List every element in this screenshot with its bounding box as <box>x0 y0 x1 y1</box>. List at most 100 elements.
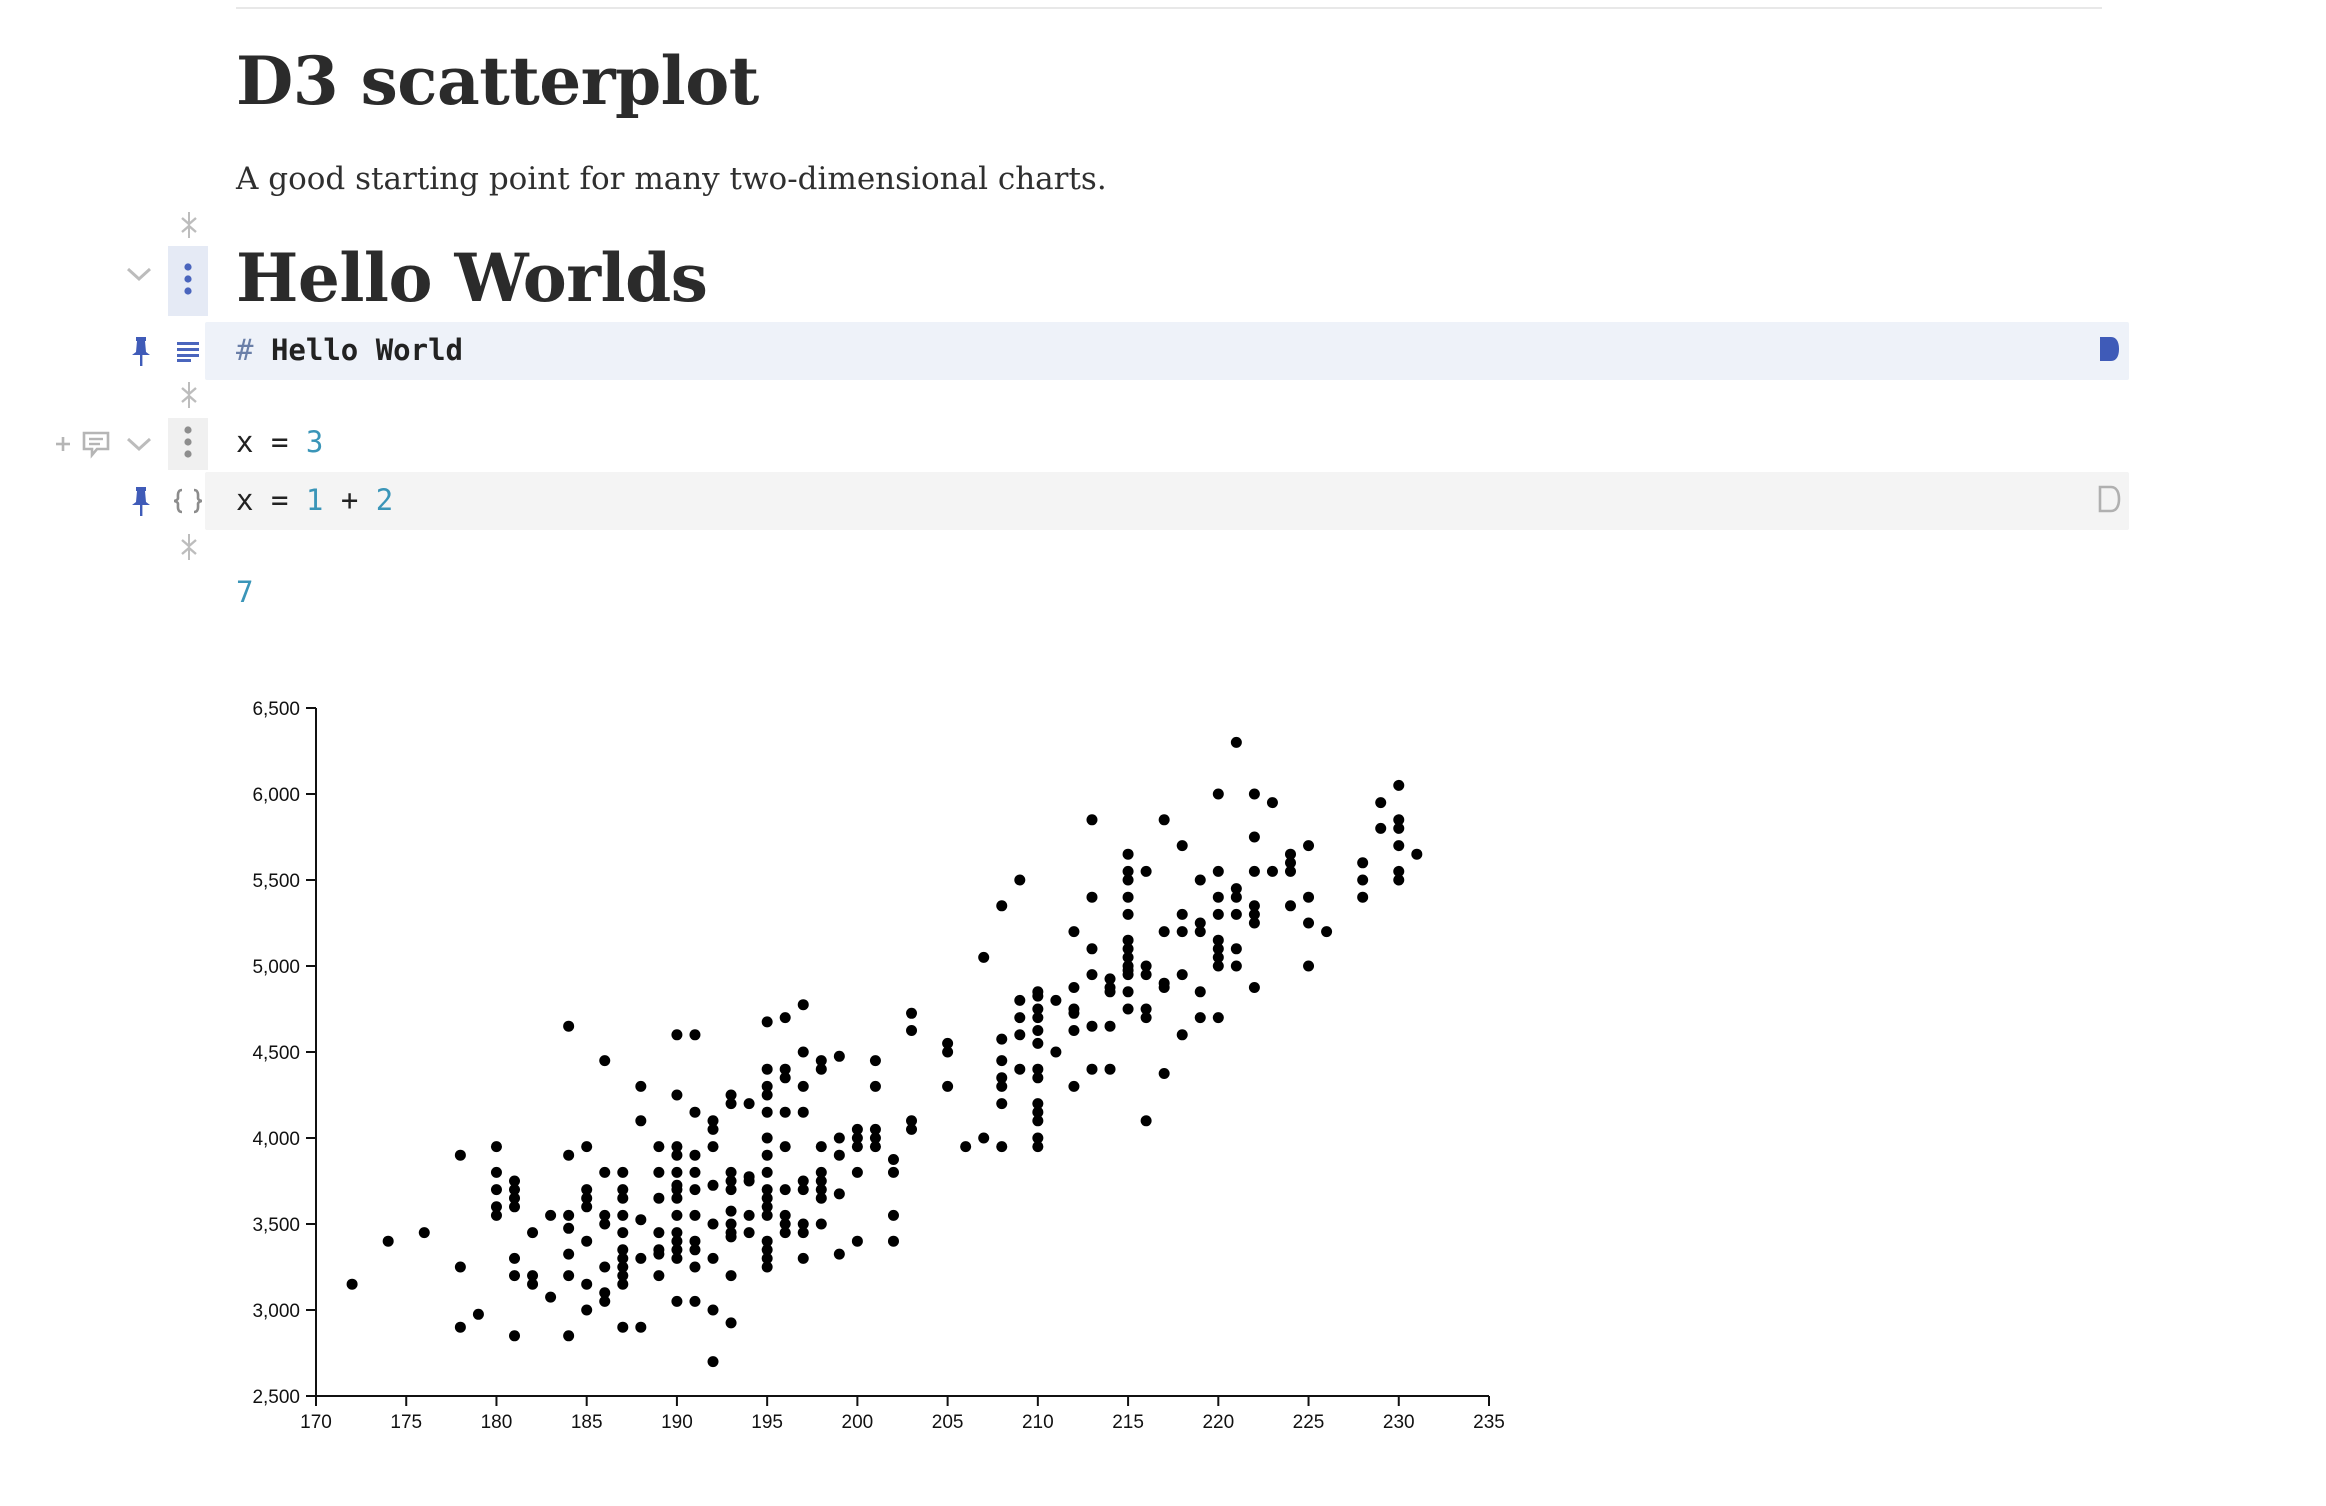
scatter-point <box>689 1184 701 1196</box>
scatter-point <box>761 1106 773 1118</box>
scatter-point <box>761 1166 773 1178</box>
y-axis: 2,500 3,000 3,500 4,000 4,500 5,000 5,500 6,000… <box>252 699 317 1408</box>
scatter-point <box>490 1209 502 1221</box>
scatter-point <box>1393 865 1405 877</box>
cell-menu-button[interactable] <box>168 418 208 470</box>
scatter-point <box>1122 986 1134 998</box>
scatter-point <box>617 1192 629 1204</box>
scatter-point <box>635 1252 647 1264</box>
scatter-point <box>707 1115 719 1127</box>
scatter-point <box>707 1141 719 1153</box>
pin-icon[interactable] <box>128 484 154 518</box>
scatter-point <box>1068 982 1080 993</box>
scatter-point <box>527 1227 539 1239</box>
scatter-point <box>743 1209 755 1221</box>
scatter-point <box>599 1166 611 1178</box>
scatter-point <box>671 1089 683 1101</box>
scatter-point <box>779 1072 791 1084</box>
scatter-point <box>509 1175 521 1187</box>
scatter-point <box>1032 1072 1044 1084</box>
scatter-point <box>1176 908 1188 920</box>
scatter-point <box>671 1166 683 1178</box>
markdown-lines-icon[interactable] <box>168 330 208 372</box>
code-source[interactable]: x = 1 + 2 <box>236 480 393 520</box>
code-cell-editor[interactable] <box>205 472 2129 530</box>
y-tick-label: 5,500 <box>252 871 300 892</box>
scatter-point <box>725 1098 737 1110</box>
scatter-point <box>1176 926 1188 938</box>
scatter-point <box>653 1248 665 1260</box>
braces-icon[interactable] <box>168 480 208 522</box>
output-equals: = <box>270 425 289 459</box>
scatter-point <box>1357 874 1369 886</box>
scatter-point <box>761 1209 773 1221</box>
x-tick-label: 210 <box>1022 1412 1054 1433</box>
scatter-point <box>1140 865 1152 877</box>
scatter-point <box>833 1188 845 1200</box>
scatter-point <box>851 1132 863 1144</box>
insert-cell-icon[interactable] <box>178 530 200 564</box>
scatter-point <box>815 1055 827 1067</box>
chevron-down-icon[interactable] <box>124 432 154 456</box>
scatter-point <box>1393 822 1405 834</box>
scatter-point <box>797 1227 809 1239</box>
y-tick-label: 3,500 <box>252 1215 300 1236</box>
scatter-point <box>1284 865 1296 877</box>
scatter-point <box>1194 917 1206 929</box>
scatter-point <box>527 1270 539 1282</box>
scatter-point <box>1230 736 1242 748</box>
scatter-point <box>1068 926 1080 938</box>
pin-icon[interactable] <box>128 334 154 368</box>
scatter-point <box>725 1184 737 1196</box>
scatter-point <box>761 1016 773 1028</box>
run-cell-button[interactable] <box>2094 480 2124 522</box>
insert-cell-icon[interactable] <box>178 378 200 412</box>
scatter-point <box>869 1132 881 1144</box>
source-plus: + <box>340 483 359 517</box>
scatter-point <box>996 1072 1008 1084</box>
scatter-point <box>906 1007 918 1019</box>
scatter-point <box>761 1261 773 1273</box>
chevron-down-icon[interactable] <box>124 262 154 286</box>
scatter-point <box>671 1192 683 1204</box>
scatter-point <box>617 1209 629 1221</box>
insert-cell-icon[interactable] <box>178 208 200 242</box>
scatter-point <box>1014 874 1026 886</box>
markdown-source[interactable]: # Hello World <box>236 330 463 370</box>
scatter-point <box>1194 986 1206 998</box>
scatter-point <box>1158 814 1170 826</box>
comment-icon[interactable] <box>80 428 112 460</box>
scatter-point <box>1140 1115 1152 1127</box>
run-cell-button[interactable] <box>2094 330 2124 372</box>
scatter-point <box>707 1179 719 1191</box>
markdown-cell-editor[interactable] <box>205 322 2129 380</box>
scatter-point <box>581 1201 593 1213</box>
scatter-point <box>1266 797 1278 809</box>
scatter-point <box>599 1261 611 1273</box>
scatter-point <box>1104 986 1116 998</box>
scatter-point <box>1122 969 1134 981</box>
scatter-point <box>761 1080 773 1092</box>
x-tick-label: 215 <box>1112 1412 1144 1433</box>
scatter-point <box>761 1235 773 1247</box>
scatter-point <box>671 1227 683 1239</box>
scatter-point <box>1158 1068 1170 1079</box>
scatter-point <box>581 1192 593 1204</box>
scatter-point <box>1032 1012 1044 1024</box>
scatter-point <box>617 1166 629 1178</box>
scatter-point <box>689 1166 701 1178</box>
scatter-point <box>563 1209 575 1221</box>
scatter-point <box>707 1218 719 1230</box>
source-number-a: 1 <box>305 483 324 517</box>
y-tick-label: 2,500 <box>252 1387 300 1408</box>
plus-icon[interactable] <box>52 430 74 458</box>
scatter-point <box>725 1317 737 1329</box>
scatter-point <box>1086 943 1098 955</box>
scatter-point <box>1230 908 1242 920</box>
scatter-point <box>743 1175 755 1187</box>
scatter-point <box>1014 1029 1026 1041</box>
scatter-point <box>1248 788 1260 800</box>
scatter-point <box>1122 951 1134 963</box>
cell-menu-button[interactable] <box>168 246 208 316</box>
scatter-point <box>689 1029 701 1041</box>
